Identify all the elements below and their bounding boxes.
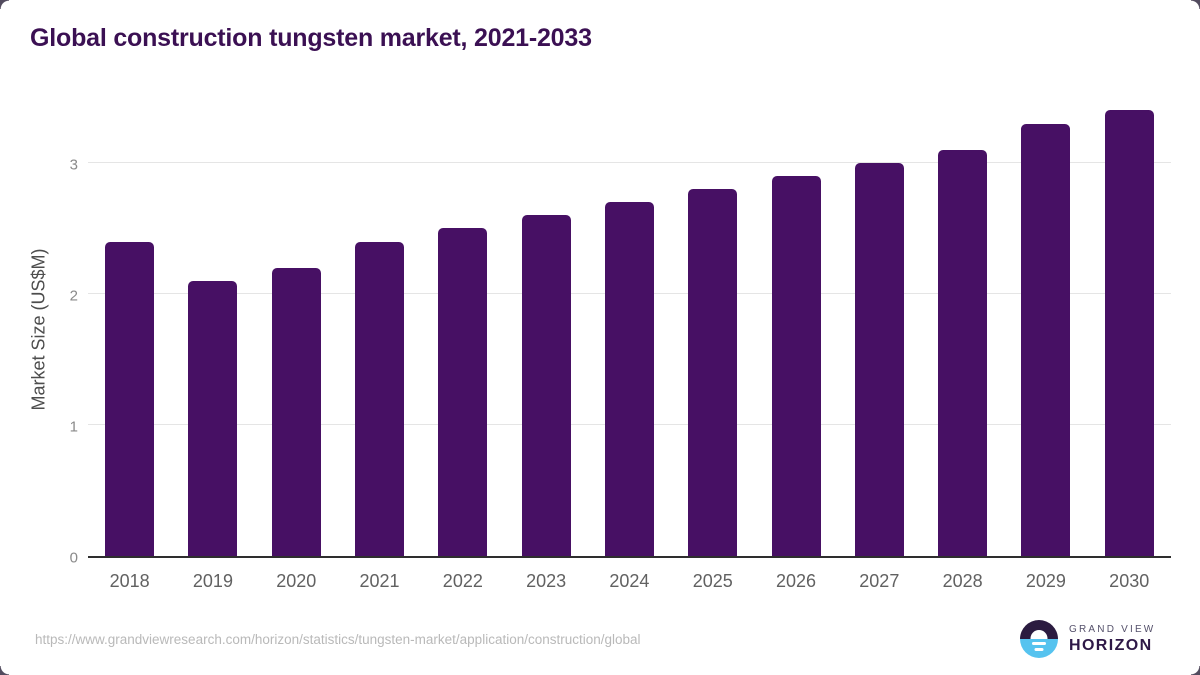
x-tick-label-2019: 2019 [192,571,233,591]
bar-2023[interactable] [521,215,571,556]
x-tick-label-2030: 2030 [1109,571,1150,591]
source-url: https://www.grandviewresearch.com/horizo… [35,632,641,647]
chart-title: Global construction tungsten market, 202… [30,24,592,52]
rounded-corner-artifact [1191,0,1200,9]
x-tick-label-2028: 2028 [942,571,983,591]
y-tick-label-3: 3 [69,156,78,174]
y-axis-ticks: 0 1 2 3 [0,100,78,565]
bar-2027[interactable] [854,162,904,556]
brand-name-top: GRAND VIEW [1069,623,1156,635]
bar-slot-2018: 2018 [105,100,155,591]
x-tick-label-2024: 2024 [609,571,650,591]
bar-slot-2028: 2028 [938,100,988,591]
x-tick-label-2027: 2027 [859,571,900,591]
bar-2020[interactable] [271,267,321,556]
bar-2028[interactable] [938,149,988,556]
bar-2030[interactable] [1104,110,1154,556]
x-tick-label-2018: 2018 [109,571,150,591]
x-tick-label-2021: 2021 [359,571,400,591]
bar-slot-2026: 2026 [771,100,821,591]
bar-2021[interactable] [355,241,405,556]
grand-view-horizon-icon [1020,620,1058,658]
rounded-corner-artifact [1191,666,1200,675]
bar-slot-2022: 2022 [438,100,488,591]
sun-dome-shape [1030,630,1048,639]
gridline-y3 [88,161,1171,163]
bar-slot-2020: 2020 [271,100,321,591]
bar-slot-2023: 2023 [521,100,571,591]
brand-name-bottom: HORIZON [1069,636,1153,654]
rounded-corner-artifact [0,0,9,9]
y-tick-label-1: 1 [69,418,78,436]
plot-area: 2018 2019 2020 2021 2022 2023 2024 2025 2026 2027… [88,100,1171,591]
x-tick-label-2026: 2026 [775,571,817,591]
bar-slot-2027: 2027 [854,100,904,591]
horizon-line-long [1032,642,1046,645]
x-tick-label-2022: 2022 [442,571,483,591]
bar-2026[interactable] [771,176,821,556]
x-tick-label-2020: 2020 [276,571,317,591]
bar-slot-2029: 2029 [1021,100,1071,591]
bar-2025[interactable] [688,189,738,556]
horizon-line-short [1034,648,1044,651]
bar-2024[interactable] [604,202,654,556]
brand-logo: GRAND VIEW HORIZON [1020,620,1155,658]
bar-slot-2025: 2025 [688,100,738,591]
brand-text: GRAND VIEW HORIZON [1069,624,1155,655]
bar-slot-2030: 2030 [1104,100,1154,591]
bar-2022[interactable] [438,228,488,556]
bar-slot-2024: 2024 [604,100,654,591]
y-tick-label-0: 0 [69,549,78,567]
x-tick-label-2029: 2029 [1025,571,1066,591]
y-tick-label-2: 2 [69,287,78,305]
bar-2019[interactable] [188,280,238,556]
bar-2029[interactable] [1021,123,1071,556]
rounded-corner-artifact [0,666,9,675]
bar-slot-2019: 2019 [188,100,238,591]
bar-2018[interactable] [105,241,155,556]
x-tick-label-2023: 2023 [526,571,567,591]
bar-slot-2021: 2021 [355,100,405,591]
x-tick-label-2025: 2025 [692,571,733,591]
